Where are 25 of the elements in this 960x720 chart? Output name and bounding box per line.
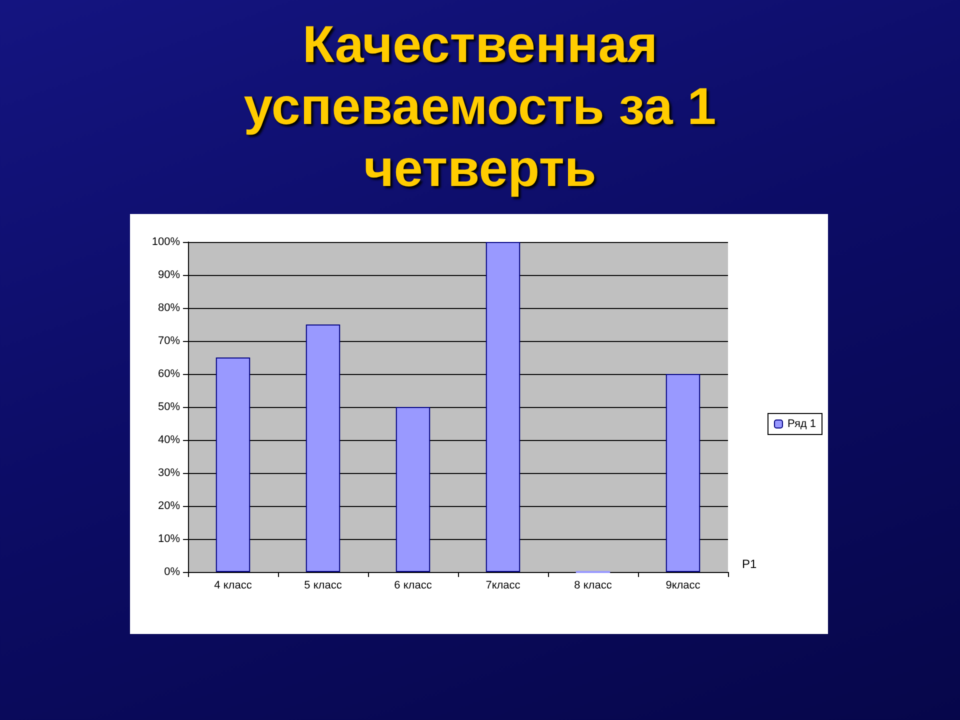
y-tick-label: 70% <box>158 335 180 347</box>
x-tick-label: 8 класс <box>574 580 612 592</box>
bar <box>666 374 700 572</box>
y-tick-label: 60% <box>158 368 180 380</box>
y-tick-label: 10% <box>158 533 180 545</box>
y-tick-label: 20% <box>158 500 180 512</box>
x-tick-label: 4 класс <box>214 580 252 592</box>
y-tick-label: 100% <box>152 236 180 248</box>
bar <box>216 358 250 572</box>
text: Р1 <box>742 557 758 571</box>
bar <box>306 324 340 572</box>
x-tick-label: 6 класс <box>394 580 432 592</box>
x-tick-label: 7класс <box>486 580 521 592</box>
y-tick-label: 30% <box>158 467 180 479</box>
x-tick-label: 5 класс <box>304 580 342 592</box>
y-tick-label: 90% <box>158 269 180 281</box>
y-tick-label: 50% <box>158 401 180 413</box>
y-tick-label: 0% <box>164 566 180 578</box>
bar <box>396 407 430 572</box>
y-tick-label: 80% <box>158 302 180 314</box>
x-tick-label: 9класс <box>666 580 701 592</box>
chart-title: Качественная успеваемость за 1 четверть <box>242 15 718 200</box>
legend-label: Ряд 1 <box>787 418 816 430</box>
y-tick-label: 40% <box>158 434 180 446</box>
bar <box>486 242 520 572</box>
